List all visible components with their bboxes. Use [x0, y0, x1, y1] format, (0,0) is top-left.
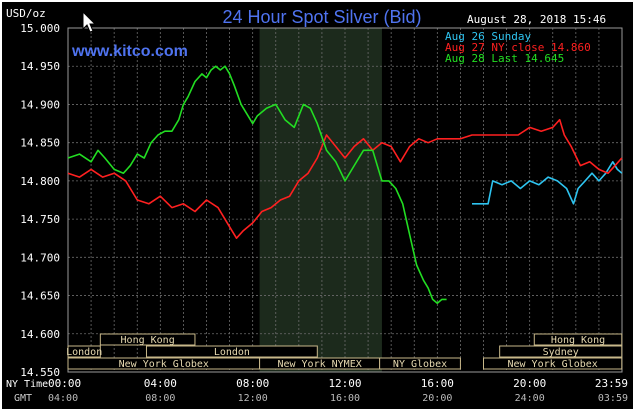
session-label: New York Globex — [119, 359, 209, 370]
x-tick-label-gmt: 08:00 — [145, 393, 175, 404]
legend: Aug 26 Sunday Aug 27 NY close 14.860 Aug… — [445, 30, 591, 65]
y-tick-label: 14.600 — [20, 328, 60, 341]
series-line — [67, 118, 623, 239]
session-label: Hong Kong — [121, 335, 175, 346]
trading-session-highlight — [259, 28, 382, 372]
x-tick-label-ny: 08:00 — [236, 377, 269, 390]
chart-title: 24 Hour Spot Silver (Bid) — [222, 7, 421, 27]
y-tick-label: 14.750 — [20, 213, 60, 226]
x-tick-label-ny: 20:00 — [513, 377, 546, 390]
x-tick-label-ny: 00:00 — [48, 377, 81, 390]
session-label: New York NYMEX — [277, 359, 361, 370]
session-label: London — [214, 347, 250, 358]
x-tick-label-gmt: 20:00 — [422, 393, 452, 404]
session-bar — [499, 345, 623, 358]
legend-item-aug27: Aug 27 NY close 14.860 — [445, 41, 591, 54]
x-tick-label-gmt: 03:59 — [598, 393, 628, 404]
x-tick-label-gmt: 12:00 — [238, 393, 268, 404]
x-tick-label-ny: 16:00 — [421, 377, 454, 390]
y-tick-label: 14.650 — [20, 290, 60, 303]
x-axis-ticks: 00:00 04:00 04:00 08:00 08:00 12:00 12:00 16:00… — [48, 377, 628, 404]
y-axis-ticks: 15.000 14.950 14.900 14.850 14.800 14.750 14.7… — [20, 22, 60, 379]
y-tick-label: 14.550 — [20, 366, 60, 379]
session-bar — [379, 357, 461, 370]
session-label: New York Globex — [507, 359, 597, 370]
series-line — [472, 161, 623, 205]
session-bar — [67, 345, 101, 358]
y-unit-label: USD/oz — [6, 7, 46, 20]
plot-area-border — [67, 27, 623, 373]
session-label: Sydney — [543, 347, 579, 358]
legend-item-aug26: Aug 26 Sunday — [445, 30, 531, 43]
legend-item-aug28: Aug 28 Last 14.645 — [445, 52, 564, 65]
x-tick-label-gmt: 24:00 — [515, 393, 545, 404]
y-tick-label: 15.000 — [20, 22, 60, 35]
x-tick-label-ny: 12:00 — [328, 377, 361, 390]
session-bar — [483, 357, 623, 370]
x-tick-label-gmt: 04:00 — [48, 393, 78, 404]
y-tick-label: 14.900 — [20, 98, 60, 111]
series-line — [67, 65, 447, 305]
session-bar — [99, 333, 196, 346]
series-lines — [67, 65, 623, 305]
session-label: Hong Kong — [551, 335, 605, 346]
x-tick-label-ny: 04:00 — [144, 377, 177, 390]
grid — [67, 27, 623, 373]
watermark-site: www.kitco.com — [71, 43, 188, 60]
session-label: NY Globex — [393, 359, 447, 370]
chart-timestamp: August 28, 2018 15:46 — [467, 13, 606, 26]
x-axis-label-gmt: GMT — [14, 393, 32, 404]
session-bar — [145, 345, 318, 358]
session-label: London — [66, 347, 102, 358]
y-tick-label: 14.700 — [20, 251, 60, 264]
nymex-session-band — [259, 28, 382, 372]
x-axis-label-ny: NY Time — [6, 379, 48, 390]
session-bar — [533, 333, 623, 346]
x-tick-label-ny: 23:59 — [595, 377, 628, 390]
y-tick-label: 14.950 — [20, 60, 60, 73]
y-tick-label: 14.800 — [20, 175, 60, 188]
y-tick-label: 14.850 — [20, 137, 60, 150]
x-tick-label-gmt: 16:00 — [330, 393, 360, 404]
mouse-cursor-icon — [82, 10, 97, 33]
